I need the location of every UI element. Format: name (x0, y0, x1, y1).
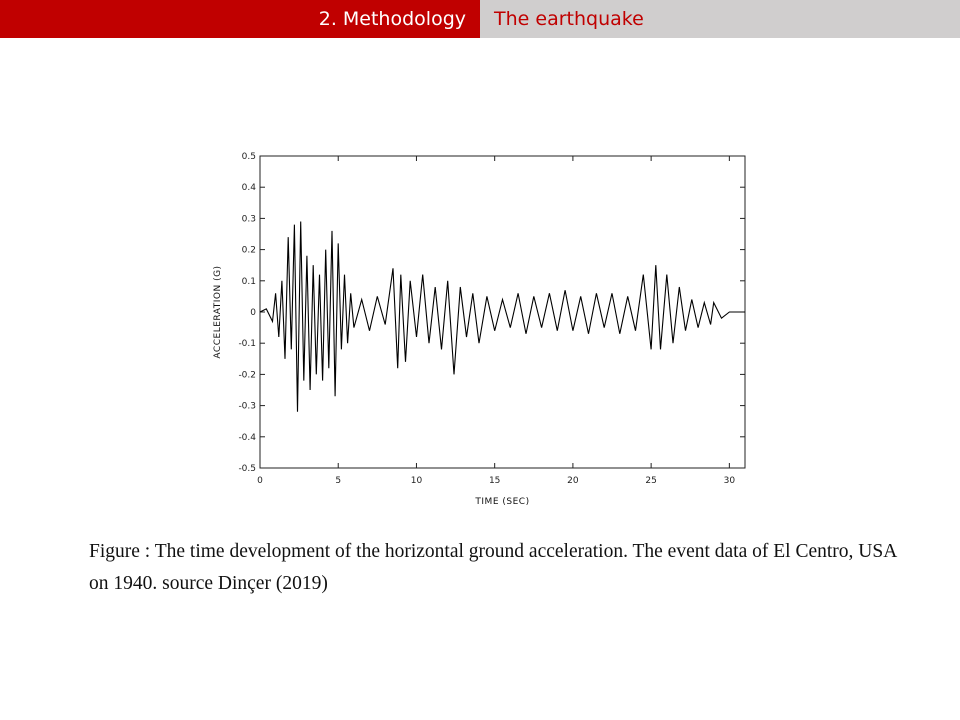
topic-title: The earthquake (480, 0, 960, 38)
plot-frame (259, 155, 746, 469)
y-axis-label: ACCELERATION (G) (213, 265, 223, 358)
acceleration-chart: 0 5 10 15 20 25 30 0.5 0.4 0.3 0.2 0.1 0 -0.1 -0.2 -0.3… (213, 152, 746, 507)
y-tick-label: -0.2 (238, 370, 256, 380)
y-tick-label: -0.4 (238, 433, 256, 443)
x-tick-label: 15 (489, 476, 500, 486)
y-tick-label: 0.3 (242, 214, 256, 224)
section-title-text: 2. Methodology (318, 8, 466, 30)
header-bar: 2. Methodology The earthquake (0, 0, 960, 38)
x-tick-label: 20 (567, 476, 579, 486)
y-tick-label: -0.3 (238, 402, 256, 412)
series-line-0 (259, 221, 745, 412)
topic-title-text: The earthquake (494, 8, 644, 30)
y-tick-label: 0 (250, 308, 256, 318)
x-tick-label: 10 (411, 476, 423, 486)
x-tick-label: 0 (257, 476, 263, 486)
y-tick-label: 0.5 (242, 152, 256, 162)
y-tick-label: 0.2 (242, 246, 256, 256)
figure-caption: Figure : The time development of the hor… (89, 541, 897, 594)
y-tick-label: -0.1 (238, 339, 256, 349)
x-axis-label: TIME (SEC) (474, 497, 529, 507)
x-tick-label: 5 (335, 476, 341, 486)
y-tick-label: -0.5 (238, 464, 256, 474)
y-tick-label: 0.1 (242, 277, 256, 287)
section-title: 2. Methodology (0, 0, 480, 38)
y-tick-label: 0.4 (242, 183, 257, 193)
x-tick-label: 30 (724, 476, 736, 486)
x-tick-label: 25 (645, 476, 656, 486)
